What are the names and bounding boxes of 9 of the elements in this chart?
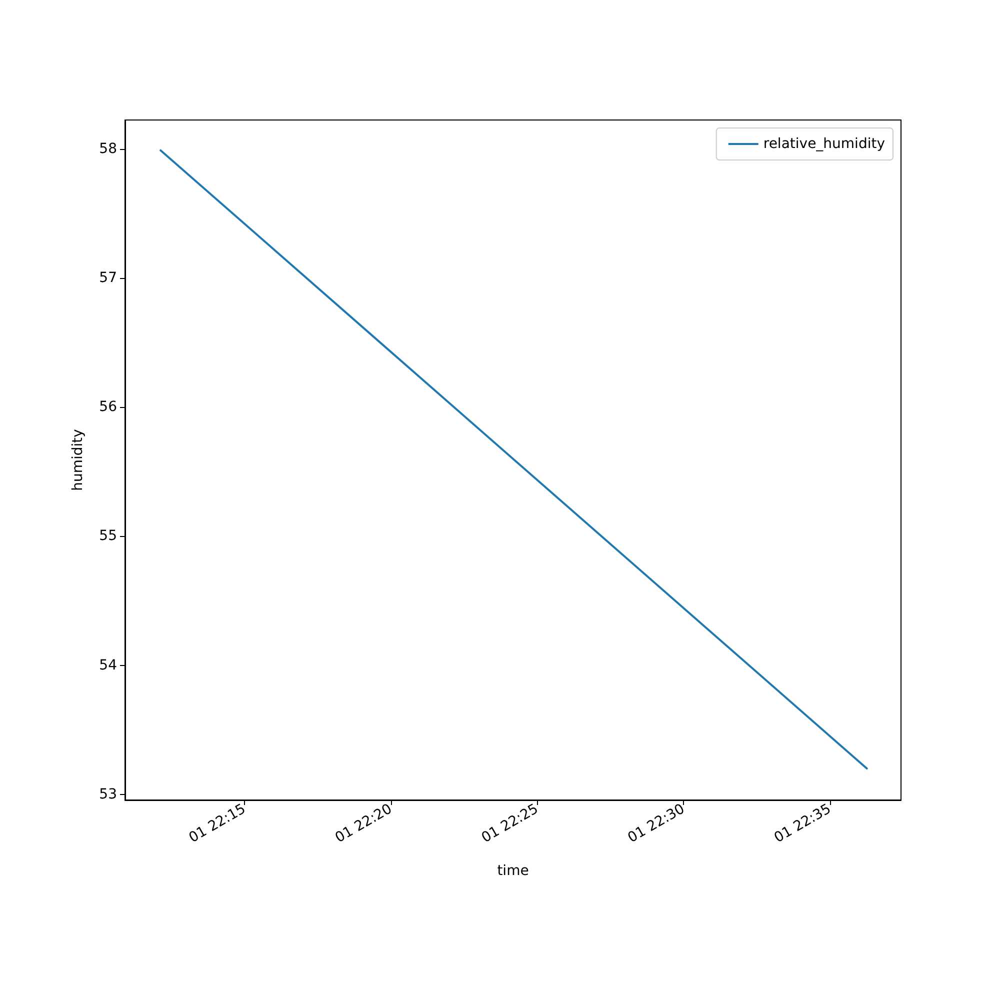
y-tick-label: 54	[99, 657, 118, 674]
y-tick-label: 58	[99, 141, 117, 158]
legend-label: relative_humidity	[763, 136, 886, 152]
y-tick-label: 55	[99, 528, 117, 544]
y-axis-title: humidity	[70, 429, 86, 491]
y-tick-label: 53	[99, 786, 117, 802]
y-tick-label: 57	[99, 270, 117, 286]
x-axis-title: time	[497, 863, 529, 879]
y-tick-label: 56	[99, 399, 118, 416]
